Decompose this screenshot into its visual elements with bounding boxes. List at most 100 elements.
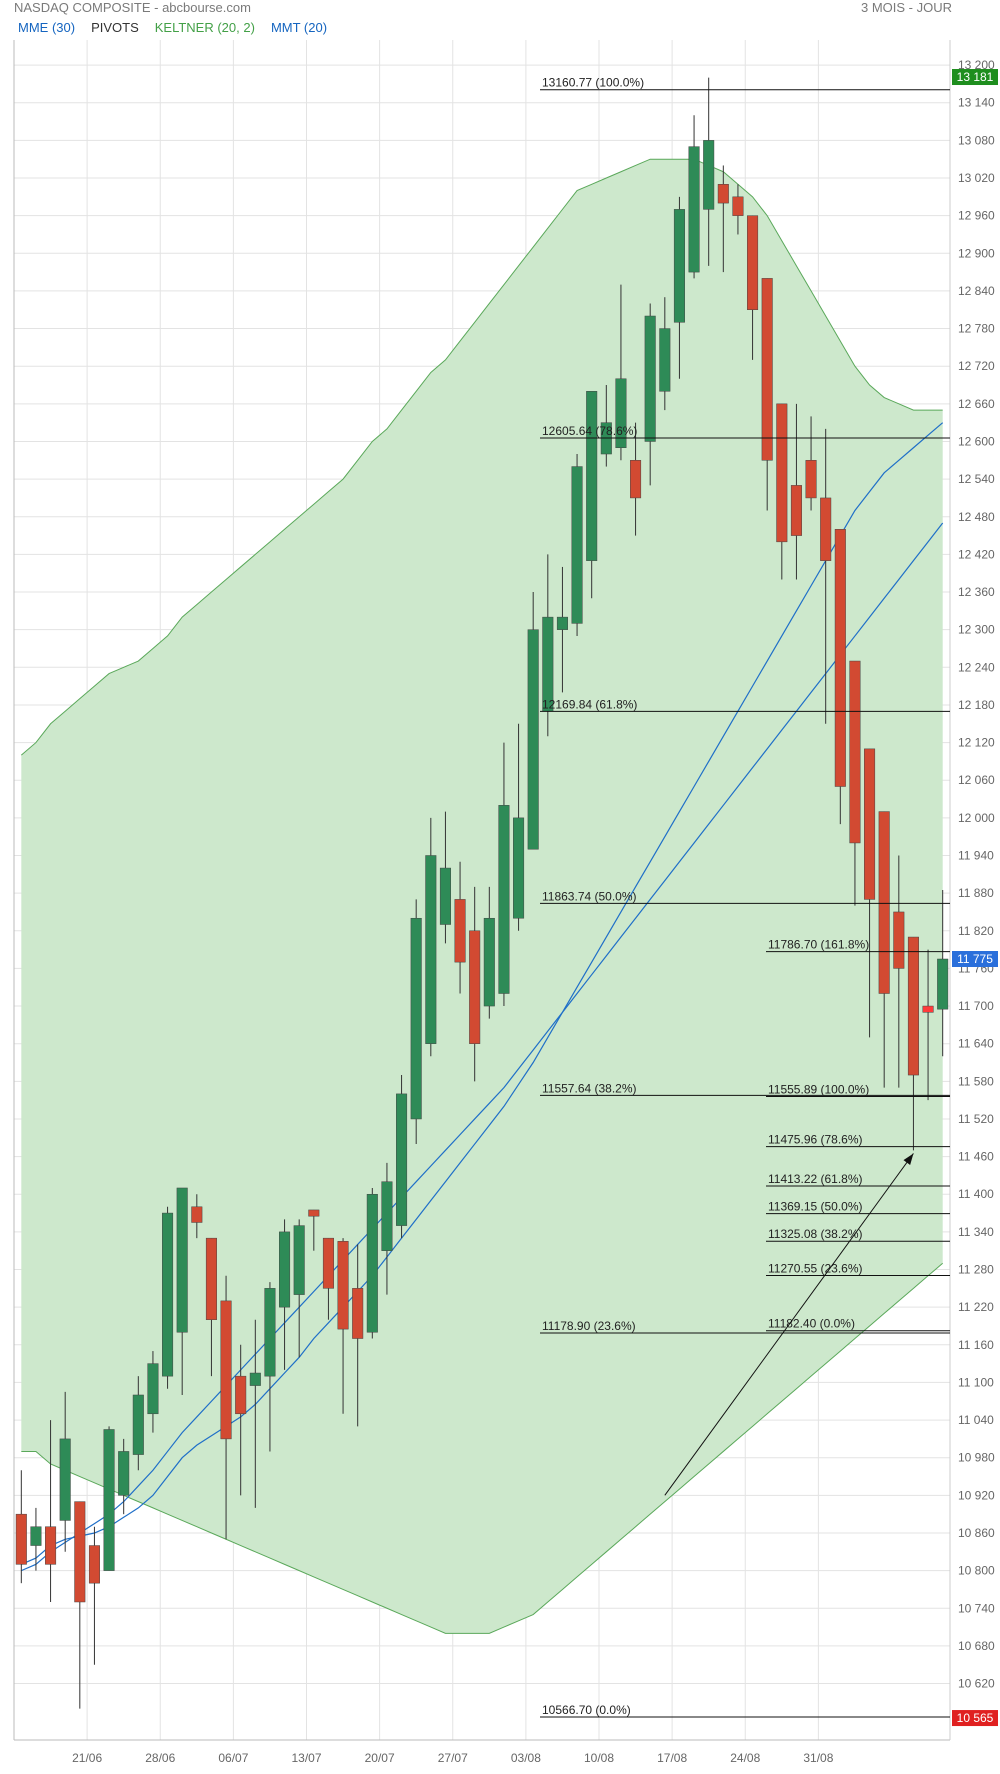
y-tick-label: 12 660 bbox=[958, 397, 995, 411]
candle-body bbox=[279, 1231, 291, 1308]
candle-body bbox=[922, 1005, 934, 1013]
fibo-label: 10566.70 (0.0%) bbox=[542, 1703, 631, 1717]
y-tick-label: 10 620 bbox=[958, 1677, 995, 1691]
candle-body bbox=[864, 748, 876, 900]
y-tick-label: 13 080 bbox=[958, 133, 995, 147]
fibo-label: 11786.70 (161.8%) bbox=[768, 938, 869, 952]
candle-body bbox=[513, 817, 525, 919]
y-tick-label: 12 720 bbox=[958, 359, 995, 373]
fibo-label: 11475.96 (78.6%) bbox=[768, 1133, 863, 1147]
y-tick-label: 12 960 bbox=[958, 209, 995, 223]
keltner-lower-line bbox=[21, 1262, 944, 1634]
candle-body bbox=[425, 855, 437, 1044]
price-marker-label: 13 181 bbox=[957, 70, 994, 84]
fibo-label: 11557.64 (38.2%) bbox=[542, 1081, 637, 1095]
x-tick-label: 10/08 bbox=[584, 1751, 614, 1765]
candle-body bbox=[162, 1212, 174, 1377]
fibo-label: 11863.74 (50.0%) bbox=[542, 889, 637, 903]
legend: MME (30) PIVOTS KELTNER (20, 2) MMT (20) bbox=[18, 20, 327, 35]
y-tick-label: 12 000 bbox=[958, 811, 995, 825]
legend-keltner[interactable]: KELTNER (20, 2) bbox=[154, 20, 255, 35]
y-tick-label: 12 840 bbox=[958, 284, 995, 298]
y-tick-label: 11 100 bbox=[958, 1375, 994, 1389]
y-tick-label: 11 460 bbox=[958, 1150, 994, 1164]
price-marker bbox=[952, 951, 998, 968]
legend-pivots[interactable]: PIVOTS bbox=[91, 20, 139, 35]
candle-body bbox=[45, 1526, 57, 1565]
candle-body bbox=[118, 1451, 130, 1496]
x-tick-label: 28/06 bbox=[145, 1751, 175, 1765]
candle-body bbox=[322, 1237, 334, 1289]
candle-body bbox=[439, 867, 451, 925]
candle-body bbox=[249, 1372, 261, 1386]
x-tick-label: 03/08 bbox=[511, 1751, 541, 1765]
candle-body bbox=[659, 328, 671, 392]
candle-body bbox=[834, 529, 846, 787]
y-tick-label: 12 540 bbox=[958, 472, 995, 486]
candle-body bbox=[191, 1206, 203, 1223]
candle-body bbox=[396, 1093, 408, 1226]
candle-body bbox=[469, 930, 481, 1044]
candle-body bbox=[381, 1181, 393, 1251]
candle-body bbox=[132, 1394, 144, 1455]
y-tick-label: 10 980 bbox=[958, 1451, 995, 1465]
price-marker bbox=[952, 69, 998, 86]
x-tick-label: 24/08 bbox=[730, 1751, 760, 1765]
candle-body bbox=[820, 497, 832, 561]
candle-body bbox=[264, 1288, 276, 1377]
candle-body bbox=[630, 460, 642, 499]
x-tick-label: 17/08 bbox=[657, 1751, 687, 1765]
candle-body bbox=[615, 378, 627, 448]
fibo-label: 11325.08 (38.2%) bbox=[768, 1227, 863, 1241]
legend-mme30[interactable]: MME (30) bbox=[18, 20, 76, 35]
y-tick-label: 10 740 bbox=[958, 1601, 995, 1615]
candle-body bbox=[30, 1526, 42, 1546]
candle-body bbox=[586, 391, 598, 561]
x-tick-label: 20/07 bbox=[365, 1751, 395, 1765]
y-tick-label: 11 940 bbox=[958, 848, 994, 862]
y-tick-label: 12 780 bbox=[958, 322, 995, 336]
candle-body bbox=[571, 466, 583, 624]
keltner-band bbox=[21, 159, 943, 1634]
y-tick-label: 11 580 bbox=[958, 1074, 994, 1088]
candle-body bbox=[747, 215, 759, 310]
candle-body bbox=[410, 917, 422, 1120]
candle-body bbox=[337, 1241, 349, 1330]
y-tick-label: 12 120 bbox=[958, 736, 995, 750]
mme30-line bbox=[21, 422, 944, 1565]
candle-body bbox=[103, 1429, 115, 1571]
y-tick-label: 12 360 bbox=[958, 585, 995, 599]
candle-body bbox=[483, 917, 495, 1007]
legend-mmt20[interactable]: MMT (20) bbox=[270, 20, 328, 35]
candle-body bbox=[176, 1187, 188, 1333]
y-tick-label: 13 020 bbox=[958, 171, 995, 185]
y-tick-label: 12 180 bbox=[958, 698, 995, 712]
chart-title: NASDAQ COMPOSITE - abcbourse.com bbox=[14, 0, 251, 15]
y-tick-label: 12 420 bbox=[958, 547, 995, 561]
candle-body bbox=[498, 805, 510, 994]
trend-arrow bbox=[664, 1153, 914, 1496]
candle-body bbox=[147, 1363, 159, 1415]
candle-body bbox=[235, 1375, 247, 1415]
y-tick-label: 11 640 bbox=[958, 1037, 994, 1051]
y-tick-label: 10 800 bbox=[958, 1564, 995, 1578]
candle-body bbox=[688, 146, 700, 273]
y-tick-label: 12 300 bbox=[958, 623, 995, 637]
y-tick-label: 12 480 bbox=[958, 510, 995, 524]
candle-body bbox=[527, 629, 539, 850]
candle-body bbox=[937, 958, 949, 1010]
y-tick-label: 12 060 bbox=[958, 773, 995, 787]
fibo-label: 13160.77 (100.0%) bbox=[542, 76, 644, 90]
y-tick-label: 10 860 bbox=[958, 1526, 995, 1540]
y-tick-label: 11 700 bbox=[958, 999, 994, 1013]
candle-body bbox=[454, 899, 466, 963]
candle-body bbox=[717, 184, 729, 204]
y-tick-label: 12 240 bbox=[958, 660, 995, 674]
candle-body bbox=[703, 140, 715, 210]
fibo-label: 11182.40 (0.0%) bbox=[768, 1317, 855, 1331]
candle-body bbox=[790, 485, 802, 536]
candle-body bbox=[59, 1438, 71, 1521]
mmt20-line bbox=[21, 522, 944, 1572]
candle-body bbox=[88, 1545, 100, 1584]
